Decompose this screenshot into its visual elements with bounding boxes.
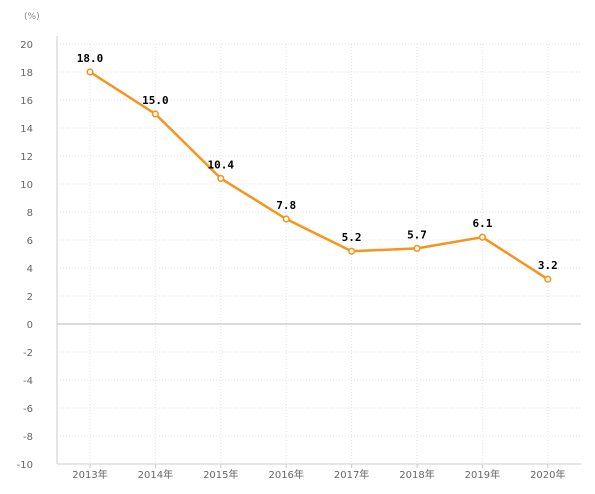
y-axis-unit: (%) [24,12,40,22]
data-label: 5.2 [342,231,362,244]
data-label: 7.8 [276,199,296,212]
axes [56,36,581,465]
data-label: 3.2 [538,259,558,272]
y-tick-label: 10 [20,180,33,191]
data-point [282,215,290,223]
series-line [89,70,549,281]
data-point [544,275,552,283]
data-label: 18.0 [77,52,104,65]
y-tick-label: 8 [27,208,33,219]
x-tick-label: 2014年 [138,468,173,481]
y-tick-label: 18 [20,68,33,79]
data-point [217,174,225,182]
grid-lines [57,43,581,465]
x-tick-label: 2018年 [399,468,434,481]
data-point [348,247,356,255]
y-tick-label: -4 [23,376,33,387]
x-tick-label: 2019年 [465,468,500,481]
y-tick-label: -6 [23,404,33,415]
data-label: 6.1 [472,217,492,230]
x-tick-label: 2017年 [334,468,369,481]
x-tick-label: 2015年 [203,468,238,481]
data-label: 10.4 [208,158,235,171]
data-label: 15.0 [142,94,169,107]
y-tick-label: 2 [27,292,33,303]
x-tick-label: 2020年 [530,468,565,481]
data-label: 5.7 [407,228,427,241]
data-point [86,68,94,76]
data-point [151,110,159,118]
x-tick-label: 2016年 [268,468,303,481]
x-tick-label: 2013年 [72,468,107,481]
y-tick-label: 6 [27,236,33,247]
x-axis-ticks: 2013年 2014年 2015年 2016年 2017年 2018年 2019年 2020年 [72,464,566,481]
y-tick-label: 14 [20,124,33,135]
y-tick-label: -8 [23,432,33,443]
y-tick-label: -10 [17,460,33,471]
y-tick-label: -2 [23,348,33,359]
y-tick-label: 20 [20,40,33,51]
y-tick-label: 16 [20,96,33,107]
y-tick-label: 4 [27,264,33,275]
data-point [478,233,487,241]
y-axis-ticks: -10 -8 -6 -4 -2 0 2 4 6 8 10 12 14 16 18 20 [17,40,33,471]
y-tick-label: 12 [20,152,33,163]
series-group [86,68,552,283]
y-tick-label: 0 [27,320,33,331]
data-point [413,244,421,252]
data-labels: 18.0 15.0 10.4 7.8 5.2 5.7 6.1 3.2 [77,52,558,272]
